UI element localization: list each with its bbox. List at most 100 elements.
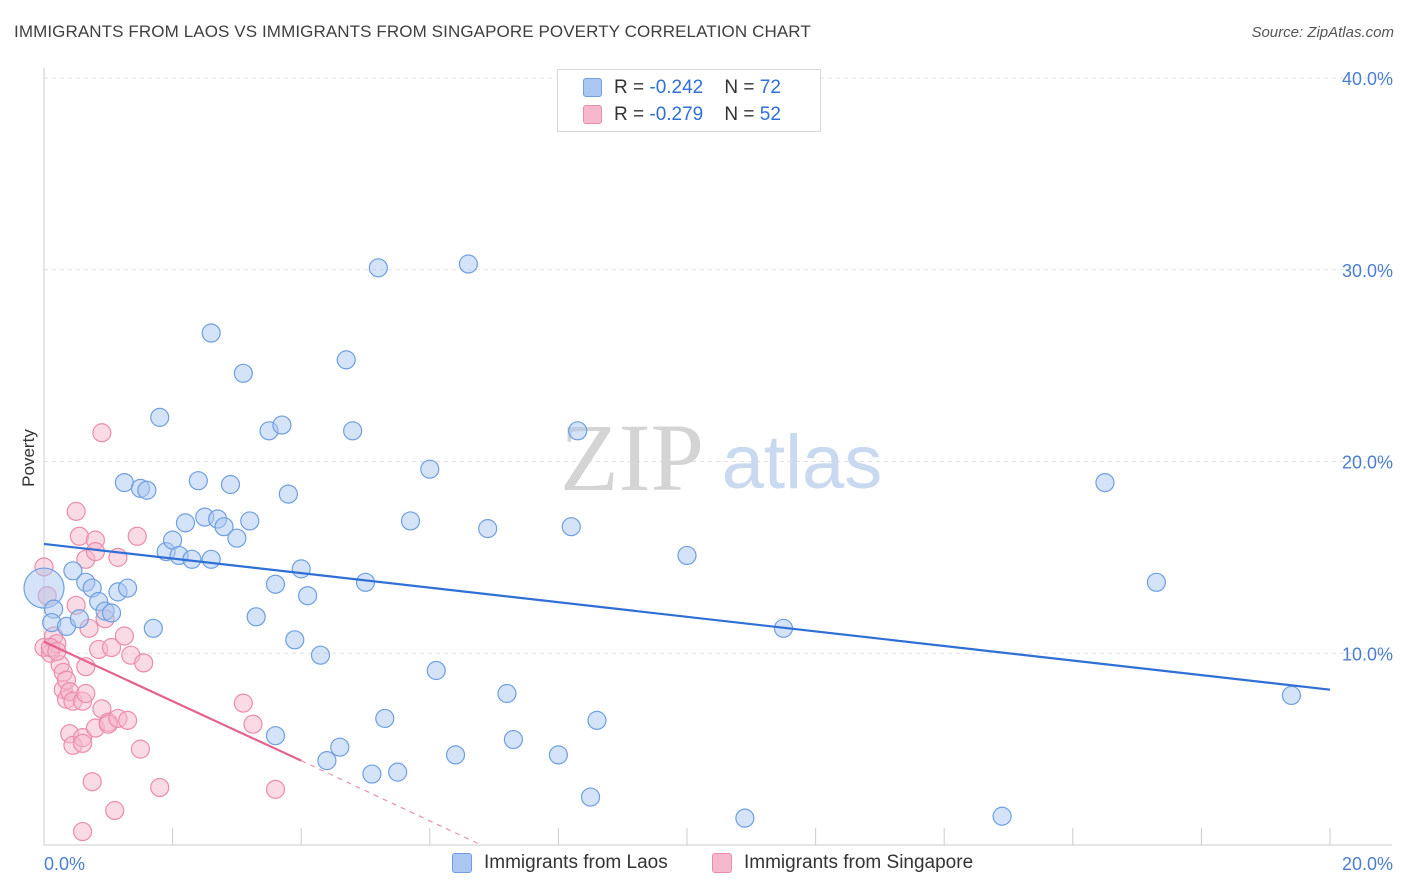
singapore-point [76,683,96,704]
singapore-point [265,779,286,799]
laos-point [310,645,331,665]
laos-point [503,729,523,750]
laos-point [114,472,134,493]
laos-point [298,586,318,606]
y-tick-label: 30.0% [1342,261,1393,281]
y-tick-label: 10.0% [1342,644,1393,664]
laos-point [992,806,1012,826]
correlation-legend: R = -0.242 N = 72 R = -0.279 N = 52 [557,69,821,132]
bottom-laos-swatch [452,853,472,873]
laos-point [317,751,337,771]
singapore-point [114,626,134,646]
singapore-trend-extension [300,760,482,846]
laos-point [63,561,83,581]
laos-point [201,323,221,343]
source-credit: Source: ZipAtlas.com [1251,24,1394,41]
singapore-stats: R = -0.279 N = 52 [614,104,781,126]
laos-point [561,517,581,537]
laos-swatch [583,78,602,97]
singapore-n-label: N = [724,104,760,125]
laos-point [246,607,266,627]
singapore-point [66,501,86,521]
singapore-point [82,772,102,792]
y-axis-label: Poverty [19,429,38,487]
laos-point [336,350,356,370]
laos-point [278,484,298,504]
laos-point [23,567,65,609]
laos-point [568,421,588,441]
laos-trend-line [43,542,1331,691]
singapore-point [130,739,151,759]
singapore-n-value: 52 [759,104,781,125]
y-tick-label: 40.0% [1342,69,1393,89]
laos-point [272,415,292,435]
y-tick-label: 20.0% [1342,453,1393,473]
singapore-point [150,777,170,798]
laos-point [355,572,376,592]
singapore-point [72,821,93,842]
laos-point [362,764,382,784]
chart-title: IMMIGRANTS FROM LAOS VS IMMIGRANTS FROM … [14,22,811,41]
x-tick-label: 0.0% [44,854,85,874]
laos-point [137,480,157,500]
singapore-point [233,693,253,713]
laos-point [143,618,163,638]
laos-r-label: R = [614,77,650,98]
laos-point [458,254,478,274]
singapore-point [92,423,112,443]
laos-point [265,574,286,594]
laos-point [580,787,601,807]
laos-point [188,471,208,491]
laos-point [587,710,607,730]
laos-point [220,474,241,495]
laos-point [240,511,260,531]
watermark-zip: ZIP [560,404,704,511]
laos-point [420,459,440,479]
x-tick-label: 20.0% [1342,854,1393,874]
laos-point [735,808,755,828]
laos-point [201,549,221,569]
laos-point [69,609,89,629]
singapore-point [85,542,106,562]
laos-point [175,513,196,533]
laos-point [677,545,697,566]
laos-point [1146,572,1166,592]
laos-point [117,578,138,598]
singapore-point [127,526,147,546]
laos-point [285,630,305,650]
singapore-point [105,800,125,821]
laos-points [23,254,1302,828]
singapore-point [101,637,122,658]
laos-point [330,737,350,757]
laos-point [1095,472,1115,493]
laos-point [227,528,247,548]
axes [43,68,1392,846]
singapore-trend-line [43,640,302,762]
laos-point [233,363,253,383]
bottom-laos-label: Immigrants from Laos [484,852,668,873]
laos-point [214,517,234,537]
singapore-point [117,710,138,730]
watermark-atlas: atlas [722,420,883,505]
laos-point [497,683,517,704]
laos-point [265,726,286,746]
trend-lines [43,542,1331,846]
singapore-swatch [583,105,602,124]
laos-r-value: -0.242 [649,77,704,98]
laos-point [478,519,498,539]
laos-point [388,762,408,782]
laos-point [150,407,170,427]
singapore-r-label: R = [614,104,650,125]
laos-point [343,421,363,441]
bottom-singapore-label: Immigrants from Singapore [744,852,974,873]
bottom-singapore-swatch [712,853,732,873]
laos-n-label: N = [724,77,760,98]
laos-point [400,511,421,531]
singapore-point [72,733,93,753]
laos-point [375,708,395,729]
laos-point [445,745,466,765]
laos-point [101,603,122,623]
laos-point [548,745,569,765]
laos-stats: R = -0.242 N = 72 [614,77,781,99]
